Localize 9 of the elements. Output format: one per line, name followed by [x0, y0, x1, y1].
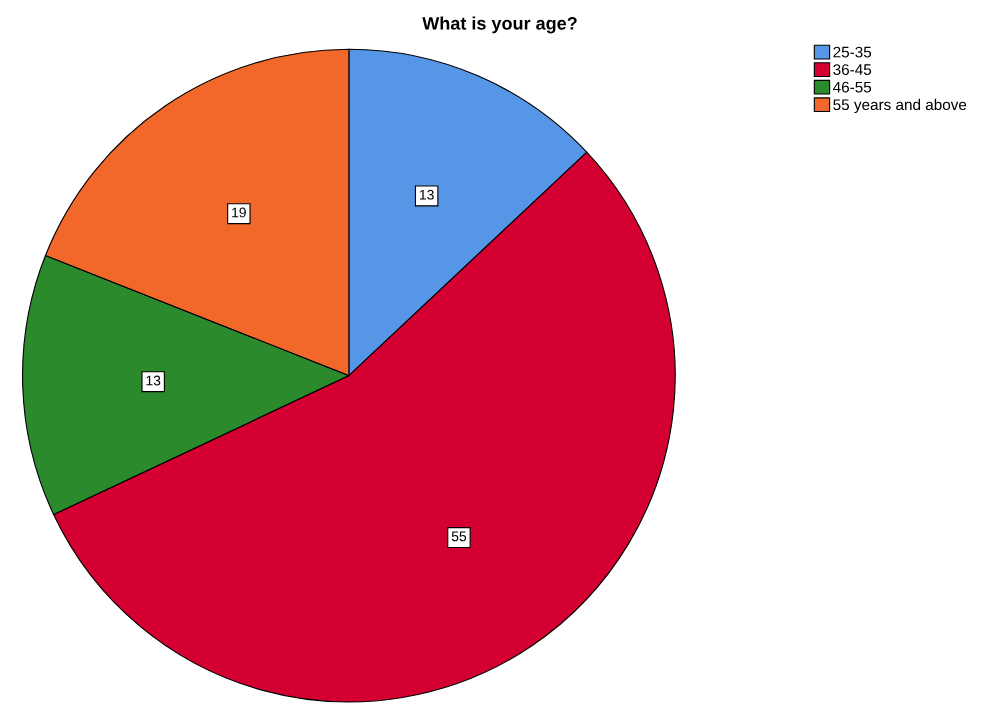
- data-label: 19: [232, 207, 246, 218]
- legend-label: 36-45: [833, 64, 872, 76]
- data-label: 55: [451, 531, 467, 542]
- data-label: 13: [146, 375, 161, 386]
- chart-title: What is your age?: [422, 16, 577, 34]
- legend-label: 55 years and above: [833, 98, 967, 114]
- legend-label: 25-35: [833, 46, 872, 58]
- data-label: 13: [419, 189, 434, 200]
- legend-label: 46-55: [833, 81, 872, 93]
